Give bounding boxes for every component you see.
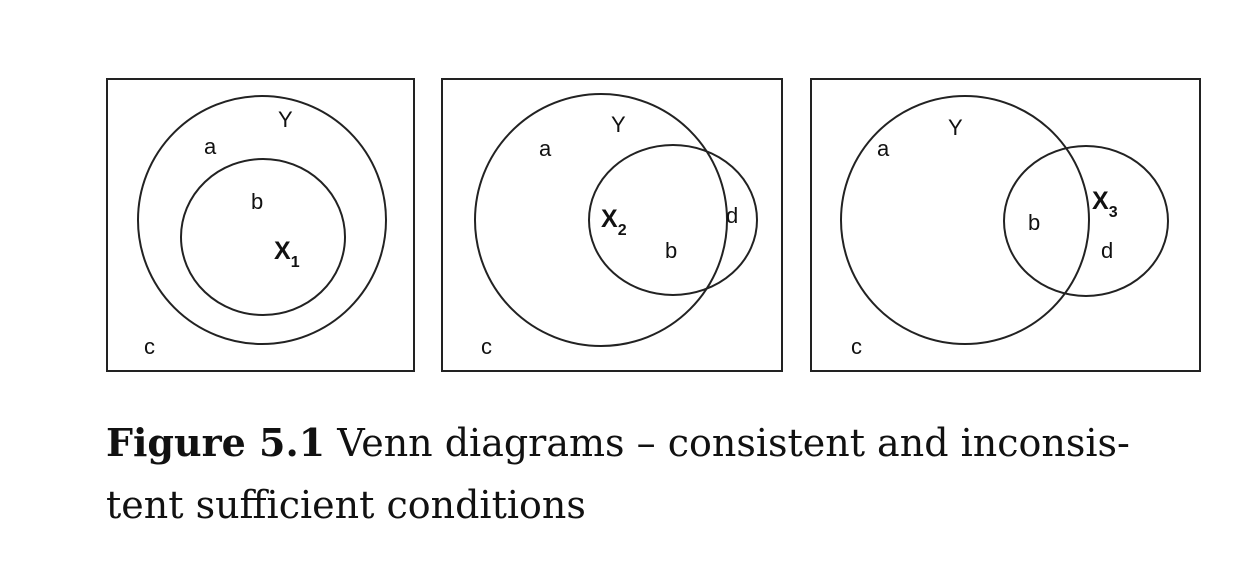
caption-line-1: Figure 5.1 Venn diagrams – consistent an…: [106, 412, 1216, 474]
caption-text-2: tent sufficient conditions: [106, 483, 586, 527]
figure-label: Figure 5.1: [106, 420, 326, 465]
label-x1: X1: [274, 237, 300, 271]
label-a: a: [877, 136, 890, 161]
label-x3-main: X: [1092, 187, 1109, 215]
label-b: b: [665, 238, 677, 263]
label-x3: X3: [1092, 187, 1118, 221]
label-x2: X2: [601, 205, 627, 239]
caption-line-2: tent sufficient conditions: [106, 474, 1216, 536]
caption-text-1: Venn diagrams – consistent and inconsis-: [337, 421, 1130, 465]
label-x1-subscript: 1: [291, 254, 300, 271]
set-x2-circle: [588, 144, 758, 296]
set-y-circle: [474, 93, 728, 347]
set-x1-circle: [180, 158, 346, 316]
universe-box: [441, 78, 783, 372]
figure-caption: Figure 5.1 Venn diagrams – consistent an…: [106, 412, 1216, 536]
set-x3-circle: [1003, 145, 1169, 297]
label-a: a: [539, 136, 552, 161]
venn-panel-3: Y a X3 b d c: [810, 78, 1201, 372]
set-y-circle: [840, 95, 1090, 345]
venn-panel-2: Y a X2 b d c: [441, 78, 783, 372]
label-x1-main: X: [274, 237, 291, 265]
label-a: a: [204, 134, 217, 159]
label-b: b: [1028, 210, 1040, 235]
label-x3-subscript: 3: [1109, 204, 1118, 221]
label-y: Y: [278, 107, 293, 132]
label-c: c: [144, 334, 155, 359]
label-c: c: [481, 334, 492, 359]
label-x2-subscript: 2: [618, 222, 627, 239]
venn-panel-1: Y a b X1 c: [106, 78, 415, 372]
label-y: Y: [611, 112, 626, 137]
label-c: c: [851, 334, 862, 359]
universe-box: [810, 78, 1201, 372]
universe-box: [106, 78, 415, 372]
label-d: d: [726, 203, 738, 228]
label-b: b: [251, 189, 263, 214]
label-d: d: [1101, 238, 1113, 263]
label-x2-main: X: [601, 205, 618, 233]
set-y-circle: [137, 95, 387, 345]
label-y: Y: [948, 115, 963, 140]
